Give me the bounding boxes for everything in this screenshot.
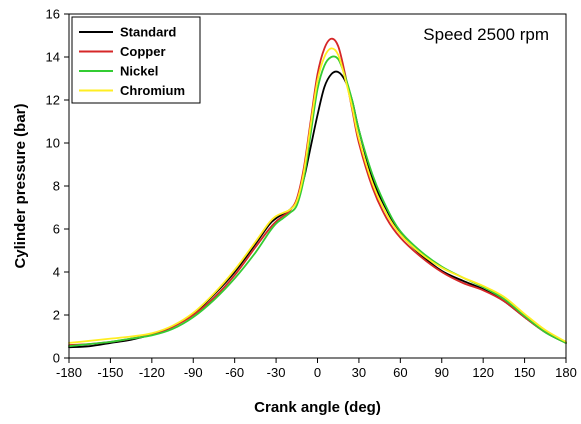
y-axis-title: Cylinder pressure (bar)	[12, 103, 29, 268]
y-tick-label: 2	[53, 308, 60, 323]
legend-label-copper: Copper	[120, 44, 166, 59]
x-tick-label: -60	[225, 365, 244, 380]
speed-annotation: Speed 2500 rpm	[423, 25, 549, 44]
legend-label-chromium: Chromium	[120, 83, 185, 98]
x-tick-label: -120	[139, 365, 165, 380]
y-tick-label: 12	[46, 93, 60, 108]
x-tick-label: 30	[352, 365, 366, 380]
y-tick-label: 4	[53, 265, 60, 280]
legend-label-nickel: Nickel	[120, 64, 158, 79]
x-tick-label: -90	[184, 365, 203, 380]
legend-entry-copper: Copper	[79, 44, 166, 59]
x-tick-label: 180	[555, 365, 577, 380]
x-tick-label: 0	[314, 365, 321, 380]
x-tick-label: -150	[97, 365, 123, 380]
x-tick-label: -30	[267, 365, 286, 380]
x-tick-label: 150	[514, 365, 536, 380]
y-ticks: 0 2 4 6 8 10 12 14 16	[46, 7, 69, 366]
series-line-chromium	[68, 47, 567, 344]
x-ticks: -180 -150 -120 -90 -60 -30 0 30 60 90 120 150 180	[56, 358, 577, 380]
x-axis-title: Crank angle (deg)	[254, 399, 381, 416]
x-tick-label: -180	[56, 365, 82, 380]
legend-label-standard: Standard	[120, 25, 176, 40]
y-tick-label: 16	[46, 7, 60, 22]
series-layer	[68, 37, 567, 349]
legend-entry-standard: Standard	[79, 25, 176, 40]
legend-entry-chromium: Chromium	[79, 83, 185, 98]
series-line-copper	[68, 37, 567, 346]
y-tick-label: 14	[46, 50, 60, 65]
y-tick-label: 0	[53, 351, 60, 366]
series-line-standard	[68, 70, 567, 349]
x-tick-label: 120	[472, 365, 494, 380]
x-tick-label: 60	[393, 365, 407, 380]
y-tick-label: 10	[46, 136, 60, 151]
legend-entry-nickel: Nickel	[79, 64, 158, 79]
legend: Standard Copper Nickel Chromium	[71, 16, 201, 104]
y-tick-label: 6	[53, 222, 60, 237]
y-tick-label: 8	[53, 179, 60, 194]
x-tick-label: 90	[435, 365, 449, 380]
